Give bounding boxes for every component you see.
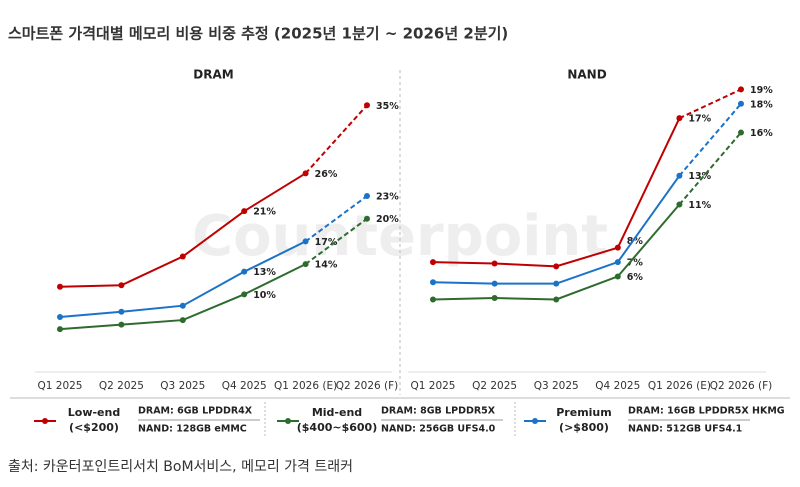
point xyxy=(118,308,125,315)
point xyxy=(430,259,436,266)
value-label: 16% xyxy=(750,128,773,139)
value-label: 11% xyxy=(688,200,711,211)
point xyxy=(676,115,683,122)
point xyxy=(553,280,560,287)
point xyxy=(179,317,186,324)
point xyxy=(738,129,744,136)
point xyxy=(491,295,498,302)
value-label: 13% xyxy=(688,171,711,182)
x-tick-label: Q2 2026 (F) xyxy=(710,380,773,392)
x-tick-label: Q1 2026 (E) xyxy=(274,380,337,392)
value-label: 21% xyxy=(253,207,276,218)
x-tick-label: Q3 2025 xyxy=(160,380,205,392)
point xyxy=(491,280,498,287)
point xyxy=(241,268,248,275)
x-tick-label: Q1 2025 xyxy=(37,380,82,392)
value-label: 14% xyxy=(315,260,338,271)
x-tick-label: Q2 2026 (F) xyxy=(336,380,399,392)
x-tick-label: Q4 2025 xyxy=(595,380,640,392)
series-line-forecast xyxy=(305,195,368,243)
value-label: 20% xyxy=(376,214,399,225)
source: 출처: 카운터포인트리서치 BoM서비스, 메모리 가격 트래커 xyxy=(8,459,353,475)
series-line-forecast xyxy=(678,131,742,206)
point xyxy=(364,193,370,200)
x-tick-label: Q3 2025 xyxy=(534,380,579,392)
value-label: 26% xyxy=(315,169,338,180)
point xyxy=(614,244,621,251)
value-label: 23% xyxy=(376,192,399,203)
point xyxy=(491,260,498,267)
point xyxy=(302,238,309,245)
legend-dram: DRAM: 16GB LPDDR5X HKMG xyxy=(628,406,785,417)
x-tick-label: Q4 2025 xyxy=(222,380,267,392)
point xyxy=(241,291,248,298)
series-line-forecast xyxy=(678,88,742,120)
point xyxy=(614,273,621,280)
legend-nand: NAND: 128GB eMMC xyxy=(138,424,247,435)
value-label: 8% xyxy=(627,236,644,247)
x-tick-label: Q2 2025 xyxy=(472,380,517,392)
legend-marker xyxy=(285,418,291,424)
point xyxy=(57,326,63,333)
point xyxy=(179,302,186,309)
x-tick-label: Q2 2025 xyxy=(99,380,144,392)
point xyxy=(553,263,560,270)
value-label: 13% xyxy=(253,267,276,278)
panel-title: NAND xyxy=(567,68,606,82)
point xyxy=(118,321,125,328)
legend-marker xyxy=(42,418,48,424)
value-label: 17% xyxy=(688,114,711,125)
value-label: 7% xyxy=(627,258,644,269)
point xyxy=(553,296,560,303)
legend-nand: NAND: 512GB UFS4.1 xyxy=(628,424,742,435)
panel-title: DRAM xyxy=(193,68,233,82)
point xyxy=(241,208,248,215)
legend-name: Low-end xyxy=(68,406,120,419)
legend-nand: NAND: 256GB UFS4.0 xyxy=(381,424,496,435)
legend-marker xyxy=(532,418,538,424)
point xyxy=(364,215,370,222)
point xyxy=(364,102,370,109)
point xyxy=(302,170,309,177)
series-line-forecast xyxy=(304,104,368,175)
page-title: 스마트폰 가격대별 메모리 비용 비중 추정 (2025년 1분기 ~ 2026… xyxy=(8,25,508,43)
value-label: 18% xyxy=(750,99,773,110)
legend-name: Mid-end xyxy=(312,406,362,419)
point xyxy=(738,86,744,93)
legend-price: (>$800) xyxy=(559,421,609,434)
series-line-forecast xyxy=(305,217,368,265)
value-label: 6% xyxy=(627,272,644,283)
point xyxy=(118,282,125,289)
point xyxy=(676,201,683,208)
legend-dram: DRAM: 6GB LPDDR4X xyxy=(138,406,253,417)
x-tick-label: Q1 2026 (E) xyxy=(648,380,711,392)
x-tick-label: Q1 2025 xyxy=(410,380,455,392)
legend-dram: DRAM: 8GB LPDDR5X xyxy=(381,406,496,417)
value-label: 17% xyxy=(315,237,338,248)
value-label: 35% xyxy=(376,101,399,112)
legend-name: Premium xyxy=(556,406,611,419)
legend-price: ($400~$600) xyxy=(297,421,378,434)
point xyxy=(430,296,436,303)
point xyxy=(430,279,436,286)
value-label: 10% xyxy=(253,290,276,301)
point xyxy=(302,261,309,268)
point xyxy=(57,314,63,321)
point xyxy=(179,253,186,260)
value-label: 19% xyxy=(750,85,773,96)
point xyxy=(57,283,63,290)
point xyxy=(676,172,683,179)
point xyxy=(738,100,744,107)
legend-price: (<$200) xyxy=(69,421,119,434)
point xyxy=(614,259,621,266)
